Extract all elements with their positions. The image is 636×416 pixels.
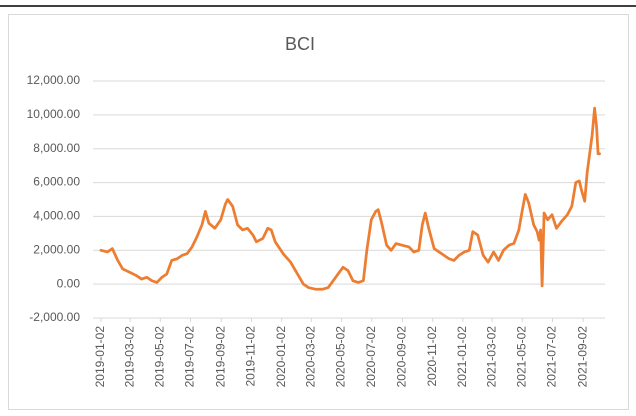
x-tick-label: 2020-05-02 (334, 326, 348, 388)
x-tick-label: 2020-07-02 (364, 326, 378, 388)
x-tick-label: 2021-05-02 (514, 326, 528, 388)
x-tick-label: 2020-01-02 (274, 326, 288, 388)
y-tick-label: 12,000.00 (27, 73, 81, 87)
x-tick-label: 2019-01-02 (93, 326, 107, 388)
x-tick-label: 2019-07-02 (183, 326, 197, 388)
x-tick-label: 2020-03-02 (304, 326, 318, 388)
y-tick-label: 8,000.00 (33, 141, 80, 155)
x-tick-label: 2021-03-02 (484, 326, 498, 388)
chart-frame (8, 14, 629, 410)
chart-title: BCI (285, 34, 315, 54)
x-tick-label: 2020-09-02 (395, 326, 409, 388)
y-tick-label: 4,000.00 (33, 209, 80, 223)
x-tick-label: 2021-01-02 (455, 326, 469, 388)
series-line (99, 106, 601, 291)
x-tick-label: 2019-11-02 (244, 326, 258, 387)
y-tick-label: 6,000.00 (33, 175, 80, 189)
y-tick-label: 2,000.00 (33, 242, 80, 256)
x-tick-label: 2019-05-02 (153, 326, 167, 388)
y-tick-label: -2,000.00 (29, 310, 80, 324)
x-tick-label: 2019-09-02 (213, 326, 227, 388)
x-tick-label: 2021-07-02 (545, 326, 559, 388)
x-tick-label: 2019-03-02 (122, 326, 136, 388)
x-tick-label: 2021-09-02 (575, 326, 589, 388)
y-tick-label: 10,000.00 (27, 107, 81, 121)
x-tick-label: 2020-11-02 (425, 326, 439, 387)
y-tick-label: 0.00 (57, 276, 81, 290)
